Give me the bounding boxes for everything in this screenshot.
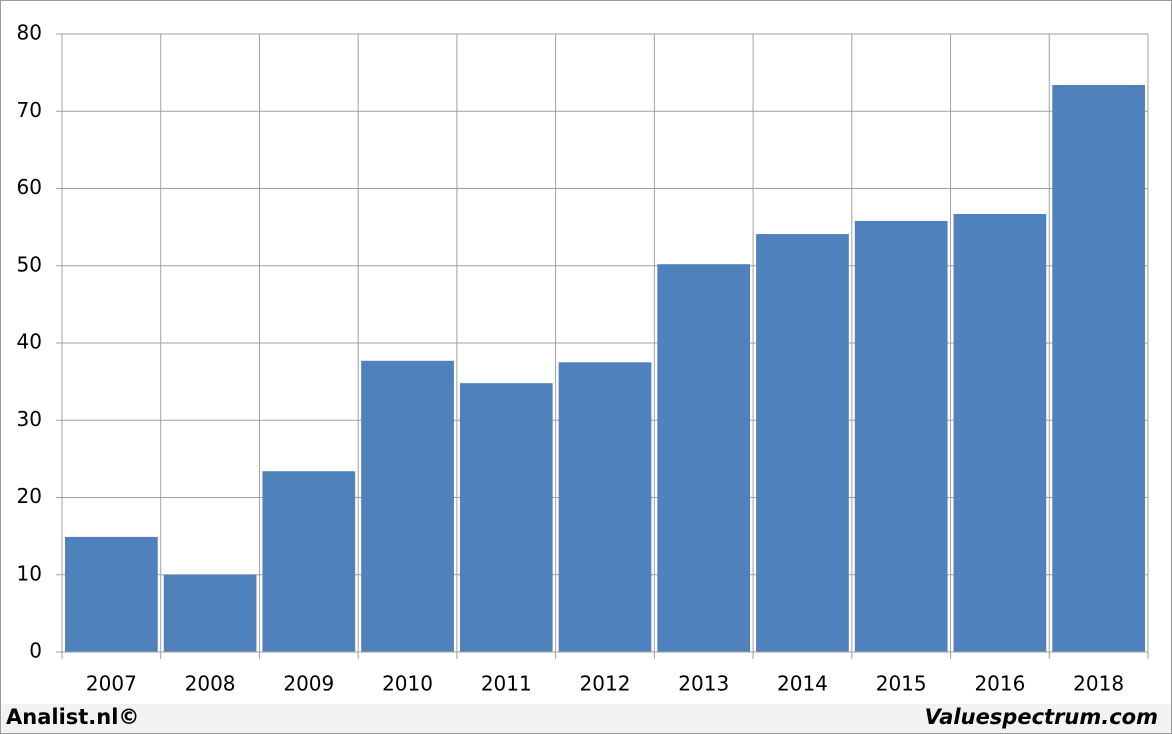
x-tick-label: 2008 — [185, 672, 236, 696]
y-tick-label: 60 — [17, 175, 42, 199]
x-tick-label: 2010 — [382, 672, 433, 696]
y-tick-label: 40 — [17, 330, 42, 354]
bar — [558, 362, 652, 652]
bar — [361, 360, 454, 652]
x-tick-label: 2018 — [1073, 672, 1124, 696]
y-tick-label: 80 — [17, 21, 42, 45]
bar — [854, 220, 948, 652]
bar — [459, 383, 553, 652]
x-tick-label: 2009 — [283, 672, 334, 696]
x-tick-label: 2011 — [481, 672, 532, 696]
bar — [1052, 84, 1145, 653]
bar — [65, 536, 158, 652]
x-tick-label: 2016 — [974, 672, 1025, 696]
y-tick-label: 0 — [29, 639, 42, 663]
footer-band — [1, 704, 1171, 733]
y-tick-label: 70 — [17, 98, 42, 122]
y-tick-label: 10 — [17, 561, 42, 585]
bar — [262, 471, 356, 652]
y-tick-label: 30 — [17, 407, 42, 431]
y-tick-label: 50 — [17, 252, 42, 276]
bar — [756, 234, 849, 652]
footer-left: Analist.nl© — [6, 705, 139, 729]
x-tick-label: 2007 — [86, 672, 137, 696]
x-tick-label: 2014 — [777, 672, 828, 696]
footer-right: Valuespectrum.com — [925, 705, 1158, 729]
bar — [657, 264, 751, 652]
x-tick-label: 2015 — [876, 672, 927, 696]
bar — [163, 574, 257, 652]
x-tick-label: 2012 — [580, 672, 631, 696]
bar — [953, 213, 1047, 652]
x-tick-label: 2013 — [678, 672, 729, 696]
y-tick-label: 20 — [17, 484, 42, 508]
